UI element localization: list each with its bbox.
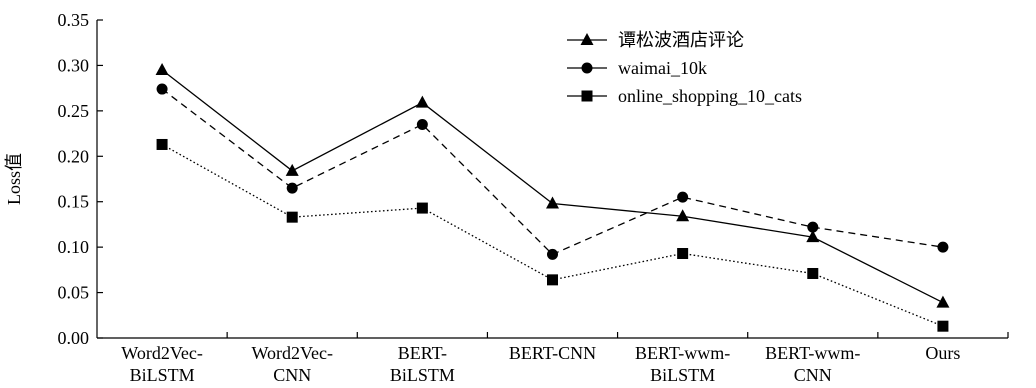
x-tick-label: BERT-BiLSTM <box>390 343 455 385</box>
data-point <box>286 211 298 223</box>
legend-label: waimai_10k <box>618 58 707 78</box>
data-point <box>546 196 559 209</box>
data-point <box>156 83 168 95</box>
data-point <box>416 202 428 214</box>
x-tick-label: BERT-wwm-CNN <box>765 343 860 385</box>
x-axis-ticks: Word2Vec-BiLSTM Word2Vec-CNN BERT-BiLSTM BE… <box>121 332 1009 385</box>
legend-item: 谭松波酒店评论 <box>567 30 744 50</box>
legend-label: 谭松波酒店评论 <box>618 30 744 50</box>
x-tick-label: Ours <box>925 343 960 363</box>
legend-marker <box>581 90 593 102</box>
series-3 <box>156 138 949 332</box>
x-tick-label: BERT-CNN <box>509 343 596 363</box>
data-point <box>676 209 690 222</box>
legend-marker <box>581 62 593 74</box>
legend-item: online_shopping_10_cats <box>567 86 802 106</box>
data-point <box>937 320 949 332</box>
data-point <box>677 191 689 203</box>
data-point <box>806 230 820 243</box>
data-point <box>677 248 689 260</box>
data-point <box>155 62 169 75</box>
y-axis-title: Loss值 <box>4 153 24 205</box>
legend-label: online_shopping_10_cats <box>618 86 802 106</box>
data-point <box>547 248 558 260</box>
series-line <box>161 88 944 256</box>
data-point <box>286 182 298 194</box>
data-point <box>415 95 429 108</box>
x-tick-label: BERT-wwm-BiLSTM <box>635 343 730 385</box>
series-group <box>155 62 950 332</box>
data-point <box>807 267 819 279</box>
y-axis-ticks: 0.00 0.05 0.10 0.15 0.20 0.25 0.30 0.35 <box>58 10 103 348</box>
legend-item: waimai_10k <box>567 58 707 78</box>
y-tick-label: 0.35 <box>58 10 90 30</box>
data-point <box>285 163 299 176</box>
x-tick-label: Word2Vec-BiLSTM <box>121 343 203 385</box>
data-point <box>936 295 950 308</box>
y-tick-label: 0.25 <box>58 101 90 121</box>
y-tick-label: 0.00 <box>58 328 90 348</box>
y-tick-label: 0.20 <box>58 146 90 166</box>
series-1 <box>155 62 950 308</box>
data-point <box>156 138 168 150</box>
y-tick-label: 0.30 <box>58 55 90 75</box>
y-tick-label: 0.15 <box>58 192 90 212</box>
data-point <box>547 274 558 286</box>
legend: 谭松波酒店评论 waimai_10k online_shopping_10_cats <box>567 30 802 106</box>
data-point <box>937 241 949 253</box>
axes <box>96 20 1008 339</box>
legend-marker <box>580 33 594 45</box>
series-line <box>161 143 944 327</box>
data-point <box>807 221 819 233</box>
series-2 <box>156 83 949 260</box>
y-tick-label: 0.10 <box>58 237 90 257</box>
y-tick-label: 0.05 <box>58 283 90 303</box>
series-line <box>161 69 944 304</box>
x-tick-label: Word2Vec-CNN <box>251 343 333 385</box>
data-point <box>416 118 428 130</box>
